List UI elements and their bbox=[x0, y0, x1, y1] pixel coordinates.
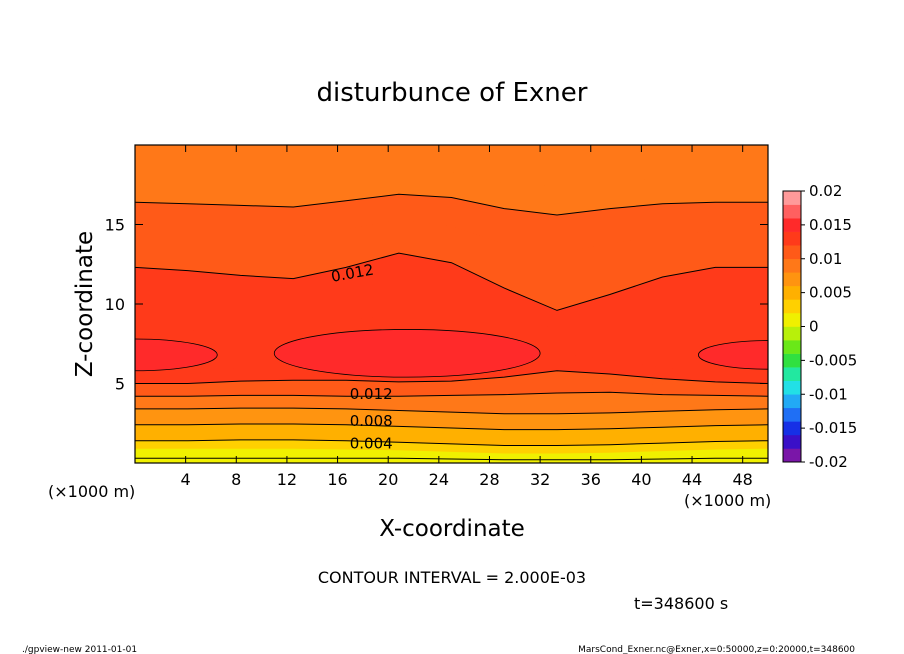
colorbar-swatch-14 bbox=[783, 258, 801, 273]
chart-title: disturbunce of Exner bbox=[317, 78, 588, 108]
x-axis-label: X-coordinate bbox=[379, 516, 525, 542]
colorbar-label-8: -0.02 bbox=[809, 453, 848, 471]
y-tick-label-10: 10 bbox=[105, 295, 125, 314]
x-tick-label-24: 24 bbox=[429, 470, 449, 489]
colorbar-swatch-15 bbox=[783, 245, 801, 260]
contour-label-2: 0.008 bbox=[350, 412, 393, 430]
x-tick-label-40: 40 bbox=[631, 470, 651, 489]
colorbar-label-2: 0.01 bbox=[809, 250, 842, 268]
contour-line-2 bbox=[135, 423, 768, 431]
colorbar-label-0: 0.02 bbox=[809, 182, 842, 200]
colorbar-swatch-1 bbox=[783, 434, 801, 449]
x-tick-label-36: 36 bbox=[581, 470, 601, 489]
y-axis-label: Z-coordinate bbox=[72, 231, 98, 377]
colorbar-swatch-13 bbox=[783, 272, 801, 287]
colorbar-swatch-18 bbox=[783, 204, 801, 219]
colorbar-swatch-3 bbox=[783, 407, 801, 422]
colorbar-label-3: 0.005 bbox=[809, 284, 852, 302]
x-unit-right: (×1000 m) bbox=[684, 491, 771, 510]
contour-line-0 bbox=[135, 457, 768, 461]
y-axis-ticks: 5 10 15 bbox=[105, 216, 768, 394]
contour-line-4 bbox=[135, 391, 768, 397]
contour-line-6 bbox=[135, 252, 768, 311]
colorbar-swatch-9 bbox=[783, 326, 801, 341]
x-tick-label-4: 4 bbox=[181, 470, 191, 489]
colorbar-swatch-12 bbox=[783, 285, 801, 300]
colorbar-swatch-19 bbox=[783, 191, 801, 205]
contour-line-5 bbox=[135, 370, 768, 384]
contour-interval-note: CONTOUR INTERVAL = 2.000E-03 bbox=[318, 568, 586, 587]
contour-core-1 bbox=[273, 329, 541, 378]
colorbar-swatch-7 bbox=[783, 353, 801, 368]
x-tick-label-28: 28 bbox=[479, 470, 499, 489]
colorbar-swatch-5 bbox=[783, 380, 801, 395]
contour-fill-area bbox=[135, 145, 768, 463]
x-tick-label-48: 48 bbox=[733, 470, 753, 489]
x-tick-label-8: 8 bbox=[231, 470, 241, 489]
colorbar bbox=[782, 190, 802, 463]
x-tick-label-32: 32 bbox=[530, 470, 550, 489]
colorbar-label-6: -0.01 bbox=[809, 385, 848, 403]
colorbar-labels: 0.02 0.015 0.01 0.005 0 -0.005 -0.01 -0.015 -0.0… bbox=[801, 182, 857, 471]
contour-top-band-4 bbox=[135, 145, 768, 187]
colorbar-swatch-10 bbox=[783, 312, 801, 327]
x-tick-label-44: 44 bbox=[682, 470, 702, 489]
contour-core-0 bbox=[135, 338, 218, 372]
footer-right-note: MarsCond_Exner.nc@Exner,x=0:50000,z=0:20… bbox=[578, 645, 855, 654]
y-tick-label-5: 5 bbox=[115, 375, 125, 394]
footer-left-note: ./gpview-new 2011-01-01 bbox=[22, 645, 137, 654]
x-tick-label-12: 12 bbox=[277, 470, 297, 489]
colorbar-label-4: 0 bbox=[809, 318, 819, 336]
y-tick-label-15: 15 bbox=[105, 216, 125, 235]
colorbar-label-1: 0.015 bbox=[809, 216, 852, 234]
colorbar-swatch-2 bbox=[783, 421, 801, 436]
x-axis-ticks: 4 8 12 16 20 24 28 32 36 40 44 48 bbox=[181, 145, 753, 489]
contour-line-7 bbox=[135, 193, 768, 216]
colorbar-swatch-16 bbox=[783, 231, 801, 246]
contour-label-3: 0.004 bbox=[350, 434, 393, 452]
contour-line-1 bbox=[135, 439, 768, 446]
colorbar-swatch-8 bbox=[783, 340, 801, 354]
colorbar-swatch-4 bbox=[783, 394, 801, 409]
contour-line-3 bbox=[135, 407, 768, 415]
time-label: t=348600 s bbox=[634, 594, 728, 613]
x-unit-left: (×1000 m) bbox=[48, 482, 135, 501]
colorbar-swatch-6 bbox=[783, 367, 801, 381]
colorbar-swatch-17 bbox=[783, 218, 801, 232]
x-tick-label-16: 16 bbox=[327, 470, 347, 489]
contour-label-1: 0.012 bbox=[350, 385, 393, 403]
colorbar-label-7: -0.015 bbox=[809, 419, 857, 437]
colorbar-swatch-0 bbox=[783, 448, 801, 463]
colorbar-label-5: -0.005 bbox=[809, 351, 857, 369]
colorbar-swatch-11 bbox=[783, 299, 801, 314]
x-tick-label-20: 20 bbox=[378, 470, 398, 489]
